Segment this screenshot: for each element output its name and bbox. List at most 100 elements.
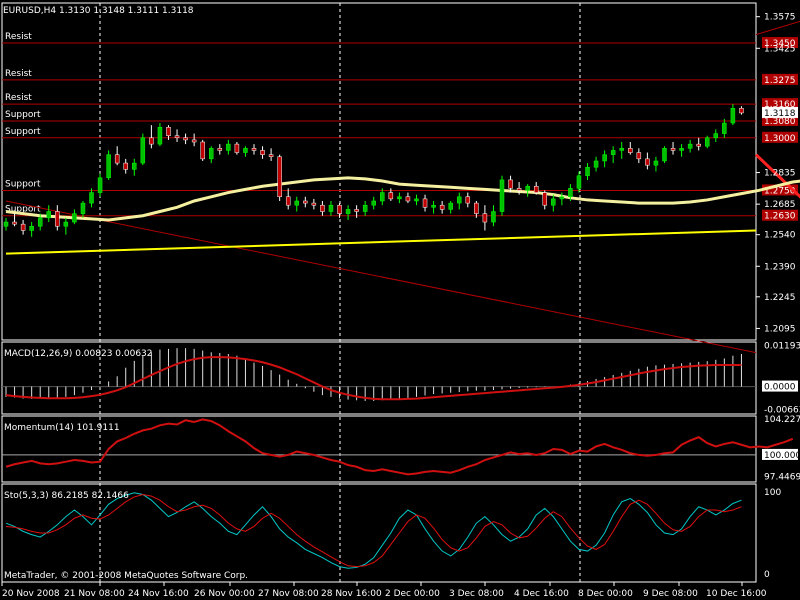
macd-signal-line: [5, 356, 742, 401]
candle-body: [636, 152, 642, 160]
stoch-tick: 0: [764, 570, 770, 580]
level-label: Resist: [5, 32, 32, 42]
trendline: [5, 200, 757, 354]
candle-body: [628, 148, 633, 153]
candle-body: [670, 148, 676, 151]
candle-body: [106, 154, 111, 179]
candle-body: [679, 148, 684, 151]
candle-body: [277, 156, 282, 198]
candle-body: [662, 148, 667, 162]
stoch-signal-line: [5, 493, 742, 568]
time-label: 20 Nov 2008: [2, 589, 60, 599]
level-badge-text: 1.3160: [764, 100, 796, 110]
current-price-text: 1.3118: [764, 109, 796, 119]
main-header: EURUSD,H4 1.3130 1.3148 1.3111 1.3118: [3, 6, 194, 16]
macd-panel: 0.01193 0.0000 -0.00663: [2, 342, 800, 415]
candle-body: [243, 148, 248, 153]
copyright-text: MetaTrader, © 2001-2008 MetaQuotes Softw…: [4, 571, 248, 581]
candle-body: [285, 196, 291, 206]
candle-body: [482, 213, 488, 223]
macd-zero-box: [762, 380, 798, 392]
candle-body: [55, 211, 60, 227]
momentum-tick: 97.4469: [764, 473, 800, 483]
candle-body: [132, 162, 137, 170]
candle-body: [217, 148, 223, 151]
candle-body: [362, 204, 368, 212]
candle-body: [585, 167, 590, 176]
time-label: 26 Nov 00:00: [194, 589, 255, 599]
candle-body: [687, 143, 693, 149]
stoch-main-line: [5, 492, 742, 569]
level-label: Resist: [5, 93, 32, 103]
candle-body: [149, 137, 154, 145]
candle-body: [722, 122, 727, 134]
candle-body: [183, 137, 188, 141]
level-label: Support: [5, 179, 41, 189]
current-price-box: [762, 106, 798, 118]
candle-body: [465, 196, 471, 204]
candle-body: [294, 200, 300, 206]
panel-frame: [1, 483, 757, 583]
trendline: [755, 20, 800, 36]
candle-body: [72, 213, 77, 223]
time-label: 10 Dec 16:00: [706, 589, 767, 599]
time-label: 27 Nov 08:00: [258, 589, 319, 599]
candle-body: [251, 148, 257, 151]
level-badge-text: 1.3000: [764, 134, 796, 144]
candle-body: [568, 188, 573, 198]
trendline: [5, 229, 757, 255]
candle-body: [448, 202, 453, 210]
candle-body: [337, 204, 342, 214]
candle-body: [114, 154, 120, 164]
candle-body: [431, 204, 436, 208]
macd-tick: -0.00663: [764, 405, 800, 415]
moving-average-line: [5, 176, 800, 222]
time-label: 2 Dec 00:00: [385, 589, 440, 599]
candle-body: [20, 223, 26, 231]
candle-body: [499, 179, 505, 212]
candle-body: [29, 226, 34, 231]
candle-body: [388, 192, 394, 200]
candle-body: [576, 175, 582, 189]
moving-average: [5, 176, 800, 222]
price-tick-label: 1.2540: [764, 231, 796, 241]
candle-body: [303, 200, 308, 204]
candle-body: [260, 150, 265, 155]
momentum-label: Momentum(14) 101.9111: [4, 423, 120, 433]
candle-body: [610, 150, 616, 155]
candle-body: [602, 154, 607, 162]
candle-body: [140, 137, 146, 164]
stoch-label: Sto(5,3,3) 86.2185 82.1466: [4, 491, 129, 501]
candle-body: [3, 221, 9, 227]
candle-body: [380, 192, 385, 202]
level-badge-text: 1.3450: [764, 39, 796, 49]
price-tick-label: 1.2835: [764, 169, 796, 179]
candle-body: [371, 200, 376, 206]
price-tick-label: 1.2390: [764, 262, 796, 272]
price-axes: 1.3575 1.3425 1.2835 1.2685 1.2540 1.2390 1.22…: [756, 13, 798, 334]
level-badge: [762, 98, 798, 110]
momentum-baseline-box: [762, 448, 798, 460]
time-label: 28 Nov 16:00: [321, 589, 382, 599]
stochastic-panel: 100 0: [5, 488, 781, 580]
candle-body: [414, 198, 419, 202]
candle-body: [208, 148, 214, 160]
candle-body: [174, 135, 180, 139]
vertical-grid: [99, 3, 581, 582]
macd-tick: 0.01193: [764, 342, 800, 352]
level-badge: [762, 131, 798, 143]
candle-body: [200, 141, 205, 160]
momentum-tick: 100.0000: [764, 451, 800, 461]
level-label: Support: [5, 110, 41, 120]
panel-frame: [1, 415, 757, 483]
level-badge-text: 1.3275: [764, 76, 796, 86]
candlesticks[interactable]: [3, 104, 744, 237]
candle-body: [268, 154, 274, 158]
candle-body: [320, 204, 325, 212]
candle-body: [525, 185, 530, 191]
macd-tick: 0.0000: [764, 383, 796, 393]
time-label: 9 Dec 08:00: [643, 589, 698, 599]
